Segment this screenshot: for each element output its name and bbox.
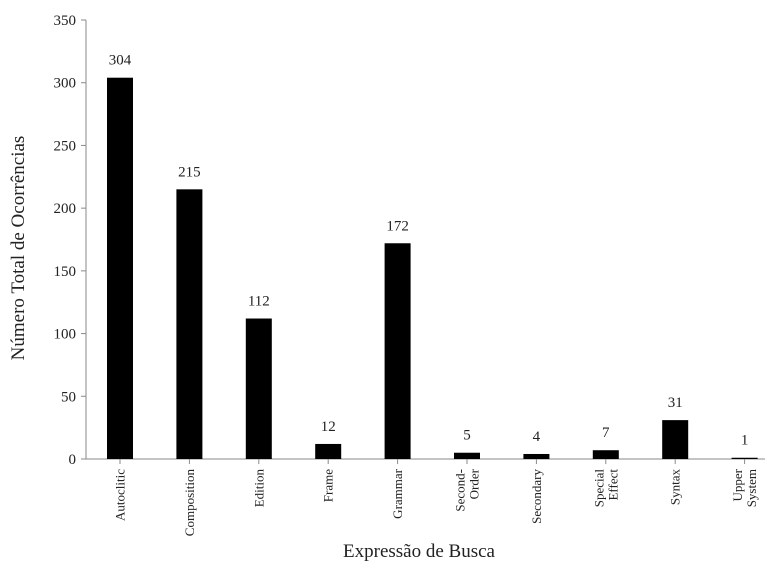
data-label: 215 — [178, 164, 201, 180]
y-tick-label: 250 — [54, 138, 77, 154]
data-label: 31 — [668, 395, 683, 411]
bar — [731, 457, 758, 459]
y-axis-title: Número Total de Ocorrências — [8, 136, 29, 361]
category-label-line: Special — [591, 469, 606, 508]
bar — [245, 318, 272, 459]
y-axis: 0 50 100 150 200 250 300 350 — [54, 13, 87, 468]
data-label: 304 — [109, 53, 132, 69]
category-label-line: Frame — [321, 469, 336, 502]
category-labels: Autoclitic Composition Edition Frame Grammar… — [113, 468, 760, 536]
bar — [107, 77, 133, 459]
data-label: 5 — [463, 428, 471, 444]
bar — [315, 443, 342, 459]
bar — [592, 450, 619, 459]
data-label: 172 — [386, 218, 409, 234]
category-label: Special Effect — [591, 469, 620, 508]
bar — [176, 189, 203, 460]
category-label: Autoclitic — [113, 469, 128, 521]
data-label: 1 — [741, 433, 749, 449]
category-label-line: Grammar — [390, 468, 405, 518]
category-label-line: Syntax — [668, 469, 683, 506]
category-label: Second- Order — [453, 468, 482, 511]
x-axis — [86, 458, 765, 464]
y-tick-label: 100 — [54, 327, 77, 343]
category-label-line: Upper — [730, 468, 745, 501]
category-label-line: Autoclitic — [113, 469, 128, 521]
data-label: 112 — [248, 294, 270, 310]
category-label: Grammar — [390, 468, 405, 518]
bar — [454, 452, 480, 459]
y-tick-label: 300 — [54, 76, 77, 92]
category-label: Secondary — [529, 469, 544, 524]
category-label-line: Edition — [251, 469, 266, 508]
y-tick-label: 200 — [54, 201, 77, 217]
category-label-line: Second- — [453, 469, 468, 512]
category-label-line: Effect — [605, 469, 620, 501]
data-label: 4 — [533, 429, 541, 445]
y-tick-label: 50 — [61, 389, 76, 405]
data-labels: 304 215 112 12 172 5 4 7 31 1 — [109, 53, 749, 449]
category-label-line: Order — [467, 468, 482, 499]
category-label: Edition — [251, 469, 266, 508]
x-axis-title: Expressão de Busca — [343, 541, 496, 562]
category-label-line: Secondary — [529, 469, 544, 524]
category-label-line: Composition — [182, 469, 197, 537]
bar — [384, 243, 411, 459]
bars — [107, 77, 758, 460]
category-label: Upper System — [730, 468, 759, 507]
category-label-line: System — [744, 469, 759, 507]
category-label: Frame — [321, 469, 336, 502]
bar — [523, 453, 550, 459]
data-label: 12 — [321, 419, 336, 435]
category-label: Syntax — [668, 469, 683, 506]
category-label: Composition — [182, 469, 197, 537]
bar — [662, 420, 689, 459]
y-tick-label: 350 — [54, 13, 77, 29]
data-label: 7 — [602, 425, 610, 441]
y-tick-label: 150 — [54, 264, 77, 280]
y-tick-label: 0 — [69, 452, 77, 468]
